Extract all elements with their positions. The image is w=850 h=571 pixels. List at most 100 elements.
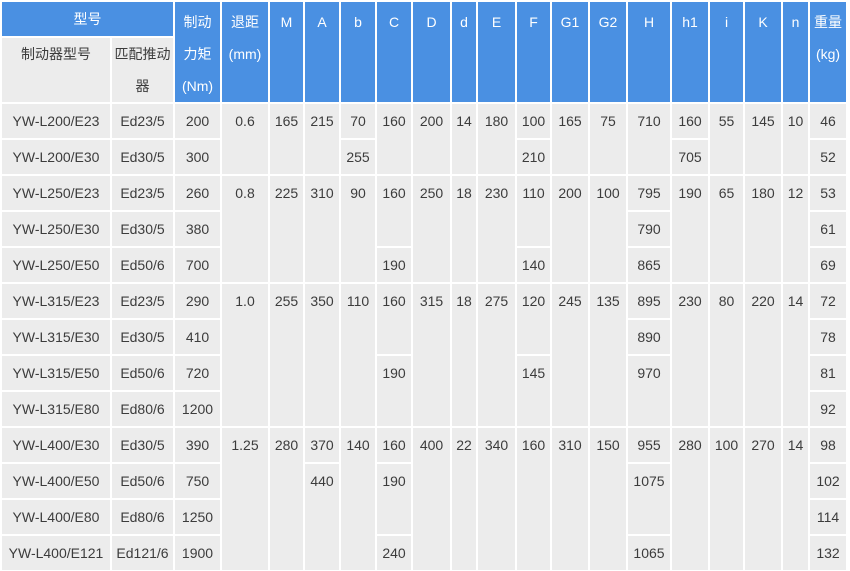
col-header-weight: 重量 (kg) bbox=[810, 2, 846, 102]
table-row: YW-L315/E23 Ed23/5 290 1.0 255 350 110 160 315 18… bbox=[2, 284, 846, 426]
cell-model: YW-L400/E30 bbox=[2, 428, 110, 462]
cell-weight: 69 bbox=[810, 248, 846, 282]
cell-F: 120 bbox=[517, 284, 550, 354]
cell-gap: 0.8 bbox=[222, 176, 268, 282]
cell-i: 55 bbox=[710, 104, 743, 174]
cell-thruster: Ed30/5 bbox=[112, 140, 173, 174]
cell-G2: 150 bbox=[590, 428, 626, 570]
col-header-K: K bbox=[745, 2, 781, 102]
cell-A: 370 bbox=[305, 428, 339, 462]
cell-thruster: Ed30/5 bbox=[112, 320, 173, 354]
cell-model: YW-L250/E50 bbox=[2, 248, 110, 282]
cell-weight: 72 bbox=[810, 284, 846, 318]
cell-G2: 100 bbox=[590, 176, 626, 282]
table-row: YW-L400/E30 Ed30/5 390 1.25 280 370 140 160 400 2… bbox=[2, 428, 846, 570]
cell-n: 10 bbox=[783, 104, 808, 174]
cell-model: YW-L315/E23 bbox=[2, 284, 110, 318]
cell-D: 200 bbox=[413, 104, 450, 174]
col-header-n: n bbox=[783, 2, 808, 102]
cell-thruster: Ed121/6 bbox=[112, 536, 173, 570]
cell-H: 790 bbox=[628, 212, 670, 246]
cell-thruster: Ed23/5 bbox=[112, 176, 173, 210]
cell-H: 895 bbox=[628, 284, 670, 318]
cell-weight: 53 bbox=[810, 176, 846, 210]
cell-thruster: Ed23/5 bbox=[112, 104, 173, 138]
cell-M: 280 bbox=[270, 428, 303, 570]
cell-b: 140 bbox=[341, 428, 375, 570]
cell-F: 210 bbox=[517, 140, 550, 174]
cell-h1: 705 bbox=[672, 140, 708, 174]
cell-torque: 390 bbox=[175, 428, 220, 462]
cell-D: 400 bbox=[413, 428, 450, 570]
cell-M: 165 bbox=[270, 104, 303, 174]
cell-C: 160 bbox=[377, 428, 411, 462]
col-header-H: H bbox=[628, 2, 670, 102]
cell-E: 340 bbox=[478, 428, 515, 570]
cell-A: 215 bbox=[305, 104, 339, 174]
cell-weight: 102 bbox=[810, 464, 846, 498]
cell-weight: 52 bbox=[810, 140, 846, 174]
cell-torque: 750 bbox=[175, 464, 220, 498]
cell-i: 65 bbox=[710, 176, 743, 282]
cell-n: 14 bbox=[783, 428, 808, 570]
cell-torque: 1200 bbox=[175, 392, 220, 426]
cell-n: 14 bbox=[783, 284, 808, 426]
cell-C: 190 bbox=[377, 464, 411, 534]
cell-torque: 720 bbox=[175, 356, 220, 390]
cell-h1: 280 bbox=[672, 428, 708, 570]
cell-b: 255 bbox=[341, 140, 375, 174]
cell-H: 1075 bbox=[628, 464, 670, 534]
cell-d: 18 bbox=[452, 284, 476, 426]
col-header-i: i bbox=[710, 2, 743, 102]
cell-model: YW-L315/E80 bbox=[2, 392, 110, 426]
cell-i: 80 bbox=[710, 284, 743, 426]
cell-torque: 290 bbox=[175, 284, 220, 318]
cell-C: 240 bbox=[377, 536, 411, 570]
cell-thruster: Ed80/6 bbox=[112, 500, 173, 534]
cell-thruster: Ed50/6 bbox=[112, 356, 173, 390]
cell-G2: 135 bbox=[590, 284, 626, 426]
col-header-model-group: 型号 bbox=[2, 2, 173, 36]
table-row: YW-L400/E80 Ed80/6 1250 114 bbox=[2, 500, 846, 534]
cell-C: 160 bbox=[377, 284, 411, 354]
col-header-b: b bbox=[341, 2, 375, 102]
cell-torque: 200 bbox=[175, 104, 220, 138]
cell-H: 865 bbox=[628, 248, 670, 282]
cell-G1: 245 bbox=[552, 284, 588, 426]
cell-F: 100 bbox=[517, 104, 550, 138]
cell-A: 440 bbox=[305, 464, 339, 570]
table-row: YW-L200/E23 Ed23/5 200 0.6 165 215 70 160 200 14 1… bbox=[2, 104, 846, 174]
spec-table-body: YW-L200/E23 Ed23/5 200 0.6 165 215 70 160 200 14 1… bbox=[2, 104, 846, 570]
cell-torque: 300 bbox=[175, 140, 220, 174]
cell-G1: 200 bbox=[552, 176, 588, 282]
col-header-torque: 制动 力矩 (Nm) bbox=[175, 2, 220, 102]
col-header-F: F bbox=[517, 2, 550, 102]
table-row: YW-L250/E30 Ed30/5 380 790 61 bbox=[2, 212, 846, 246]
cell-model: YW-L200/E30 bbox=[2, 140, 110, 174]
col-header-G1: G1 bbox=[552, 2, 588, 102]
cell-E: 275 bbox=[478, 284, 515, 426]
cell-h1: 190 bbox=[672, 176, 708, 282]
cell-weight: 46 bbox=[810, 104, 846, 138]
cell-weight: 132 bbox=[810, 536, 846, 570]
cell-gap: 0.6 bbox=[222, 104, 268, 174]
table-row: YW-L250/E50 Ed50/6 700 190 140 865 69 bbox=[2, 248, 846, 282]
cell-H: 710 bbox=[628, 104, 670, 174]
table-row: YW-L315/E50 Ed50/6 720 190 145 970 81 bbox=[2, 356, 846, 426]
col-header-D: D bbox=[413, 2, 450, 102]
table-row: YW-L250/E23 Ed23/5 260 0.8 225 310 90 160 250 18 2… bbox=[2, 176, 846, 282]
col-header-E: E bbox=[478, 2, 515, 102]
cell-torque: 700 bbox=[175, 248, 220, 282]
cell-gap: 1.0 bbox=[222, 284, 268, 426]
cell-model: YW-L250/E23 bbox=[2, 176, 110, 210]
cell-G1: 165 bbox=[552, 104, 588, 174]
cell-C: 160 bbox=[377, 104, 411, 174]
cell-model: YW-L400/E50 bbox=[2, 464, 110, 498]
cell-h1: 230 bbox=[672, 284, 708, 426]
cell-F: 140 bbox=[517, 248, 550, 282]
col-header-M: M bbox=[270, 2, 303, 102]
cell-b: 70 bbox=[341, 104, 375, 138]
